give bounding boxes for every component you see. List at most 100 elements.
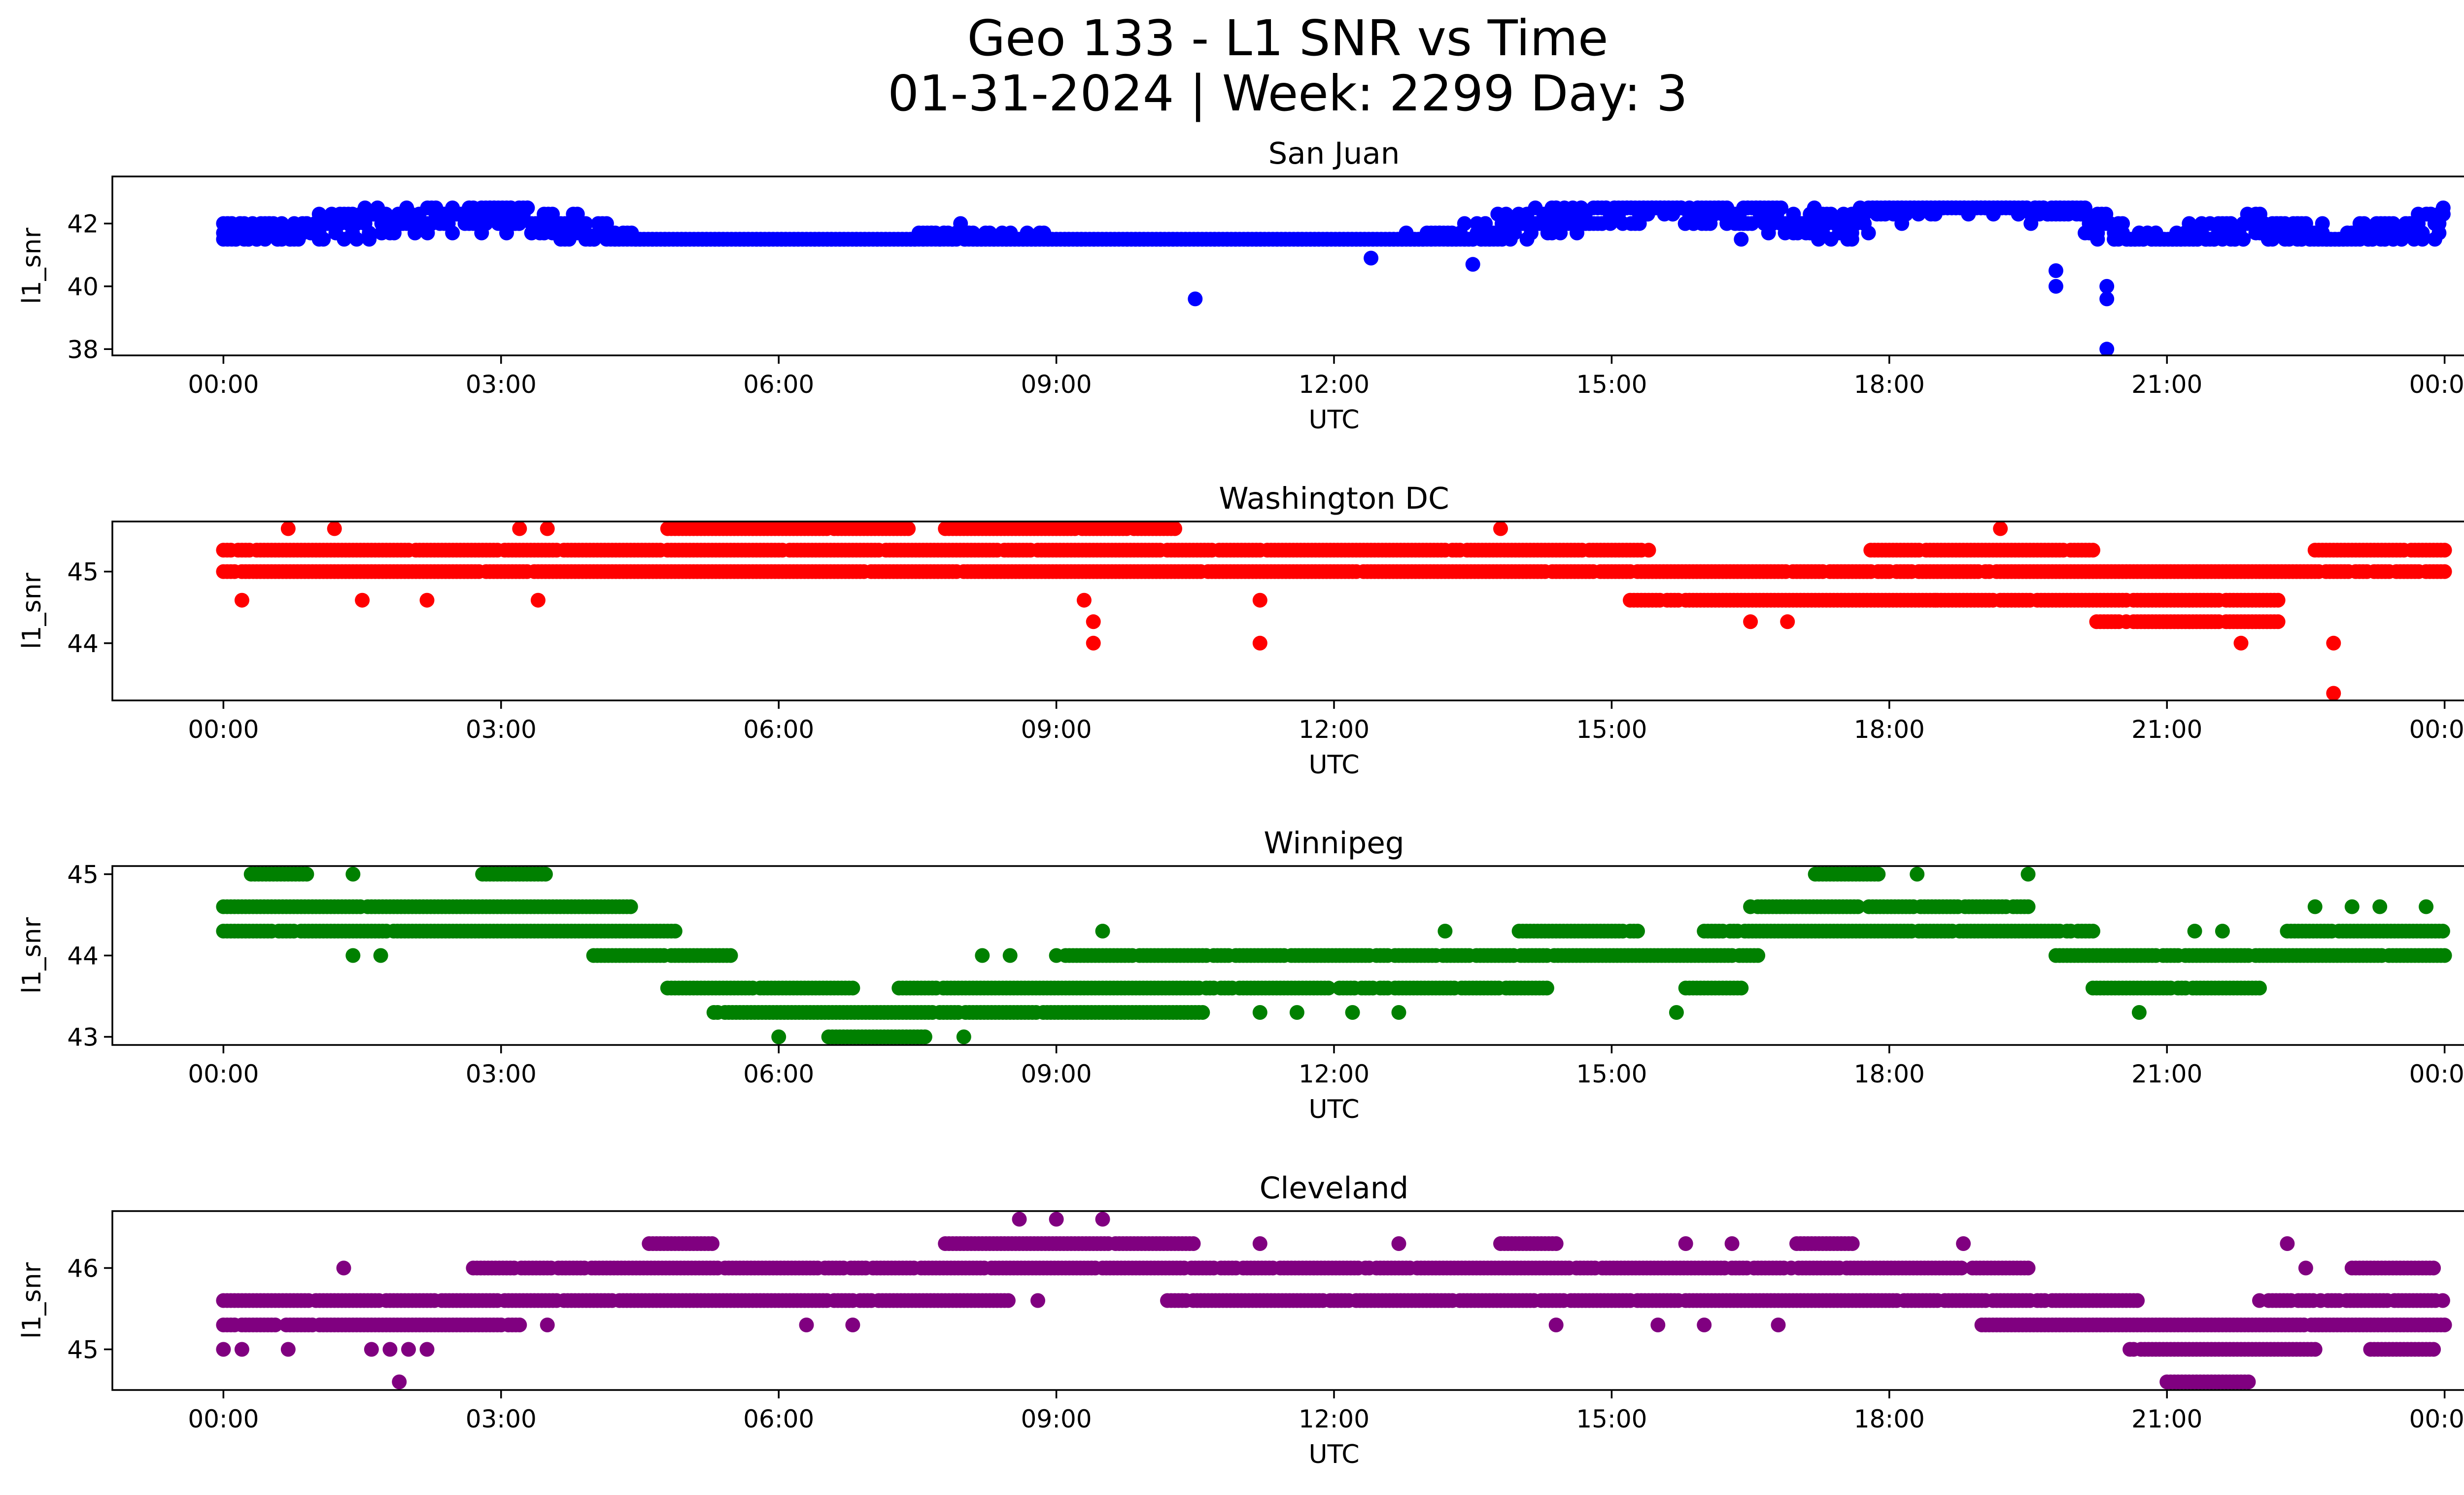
data-point: [512, 1318, 527, 1332]
data-series: [216, 867, 2452, 1044]
data-point: [2435, 207, 2451, 222]
data-point: [2099, 342, 2115, 355]
data-point: [2236, 232, 2251, 247]
data-point: [299, 867, 314, 882]
subplot-title: Washington DC: [1219, 481, 1449, 516]
x-tick-label: 00:00: [2409, 715, 2464, 744]
x-tick-label: 12:00: [1299, 1060, 1369, 1088]
data-point: [280, 522, 296, 536]
x-tick-label: 09:00: [1021, 370, 1092, 399]
data-point: [1539, 980, 1554, 996]
data-point: [419, 592, 435, 608]
data-point: [327, 522, 342, 536]
data-point: [512, 522, 527, 536]
data-point: [2131, 1005, 2147, 1020]
data-point: [268, 1318, 283, 1332]
data-point: [2270, 614, 2286, 629]
y-tick-label: 38: [67, 335, 99, 364]
data-point: [2187, 924, 2202, 939]
data-point: [1743, 614, 1758, 629]
data-point: [578, 216, 593, 231]
data-point: [1345, 1005, 1360, 1020]
data-point: [2252, 980, 2267, 996]
data-point: [1993, 522, 2008, 536]
x-tick-label: 21:00: [2131, 715, 2202, 744]
data-point: [1861, 225, 1876, 241]
subplot-title: Winnipeg: [1264, 826, 1404, 861]
data-point: [1734, 980, 1749, 996]
data-point: [1195, 1005, 1210, 1020]
x-tick-label: 12:00: [1299, 370, 1369, 399]
chart-title-line-2: 01-31-2024 | Week: 2299 Day: 3: [888, 65, 1688, 122]
x-tick-label: 00:00: [188, 715, 259, 744]
data-point: [1188, 291, 1203, 307]
data-point: [1049, 948, 1064, 963]
data-point: [2020, 867, 2036, 882]
data-point: [2435, 924, 2450, 939]
data-point: [2419, 899, 2434, 914]
x-axis-label: UTC: [1308, 750, 1359, 780]
data-series: [216, 1212, 2452, 1390]
data-point: [540, 522, 555, 536]
x-tick-label: 18:00: [1854, 1060, 1925, 1088]
data-point: [316, 232, 331, 247]
y-tick-label: 40: [67, 273, 99, 301]
data-point: [901, 522, 916, 536]
y-axis-label: l1_snr: [17, 917, 47, 994]
data-point: [1465, 257, 1480, 272]
data-point: [1391, 1005, 1406, 1020]
data-point: [362, 225, 377, 241]
data-point: [845, 980, 860, 996]
data-point: [2048, 278, 2063, 294]
x-tick-label: 12:00: [1299, 715, 1369, 744]
data-point: [1844, 232, 1859, 247]
data-point: [530, 592, 546, 608]
data-point: [1252, 1005, 1267, 1020]
data-point: [1289, 1005, 1304, 1020]
data-point: [1928, 592, 1943, 608]
x-tick-label: 09:00: [1021, 1060, 1092, 1088]
chart-title-line-1: Geo 133 - L1 SNR vs Time: [967, 9, 1608, 67]
data-point: [2086, 924, 2100, 939]
data-point: [1750, 948, 1766, 963]
data-point: [1774, 200, 1789, 215]
subplot-title: Cleveland: [1260, 1171, 1408, 1206]
data-series: [216, 200, 2451, 355]
data-point: [623, 899, 638, 914]
y-tick-label: 44: [67, 629, 99, 658]
data-point: [1095, 924, 1110, 939]
data-series: [216, 522, 2452, 700]
data-point: [1167, 522, 1182, 536]
data-point: [1000, 1293, 1016, 1308]
x-tick-label: 03:00: [466, 1060, 537, 1088]
x-axis-label: UTC: [1308, 405, 1359, 435]
subplot-title: San Juan: [1268, 136, 1400, 171]
data-point: [917, 1029, 932, 1044]
data-point: [349, 232, 364, 247]
x-tick-label: 00:00: [188, 370, 259, 399]
data-point: [975, 948, 990, 963]
y-axis-label: l1_snr: [17, 227, 47, 304]
data-point: [1076, 592, 1092, 608]
x-tick-label: 03:00: [466, 715, 537, 744]
y-axis-label: l1_snr: [17, 572, 47, 649]
data-point: [1086, 614, 1101, 629]
data-point: [2020, 899, 2036, 914]
data-point: [1437, 924, 1453, 939]
x-tick-label: 00:00: [188, 1060, 259, 1088]
data-point: [1954, 1260, 1969, 1276]
data-point: [1364, 250, 1379, 266]
data-point: [355, 592, 370, 608]
data-point: [1493, 522, 1508, 536]
data-point: [1910, 867, 1925, 882]
data-point: [2326, 635, 2341, 651]
x-tick-label: 00:00: [2409, 370, 2464, 399]
x-tick-label: 15:00: [1576, 1060, 1647, 1088]
data-point: [1321, 980, 1336, 996]
x-axis-label: UTC: [1308, 1095, 1359, 1124]
data-point: [1850, 899, 1865, 914]
x-tick-label: 18:00: [1854, 370, 1925, 399]
x-tick-label: 21:00: [2131, 1060, 2202, 1088]
